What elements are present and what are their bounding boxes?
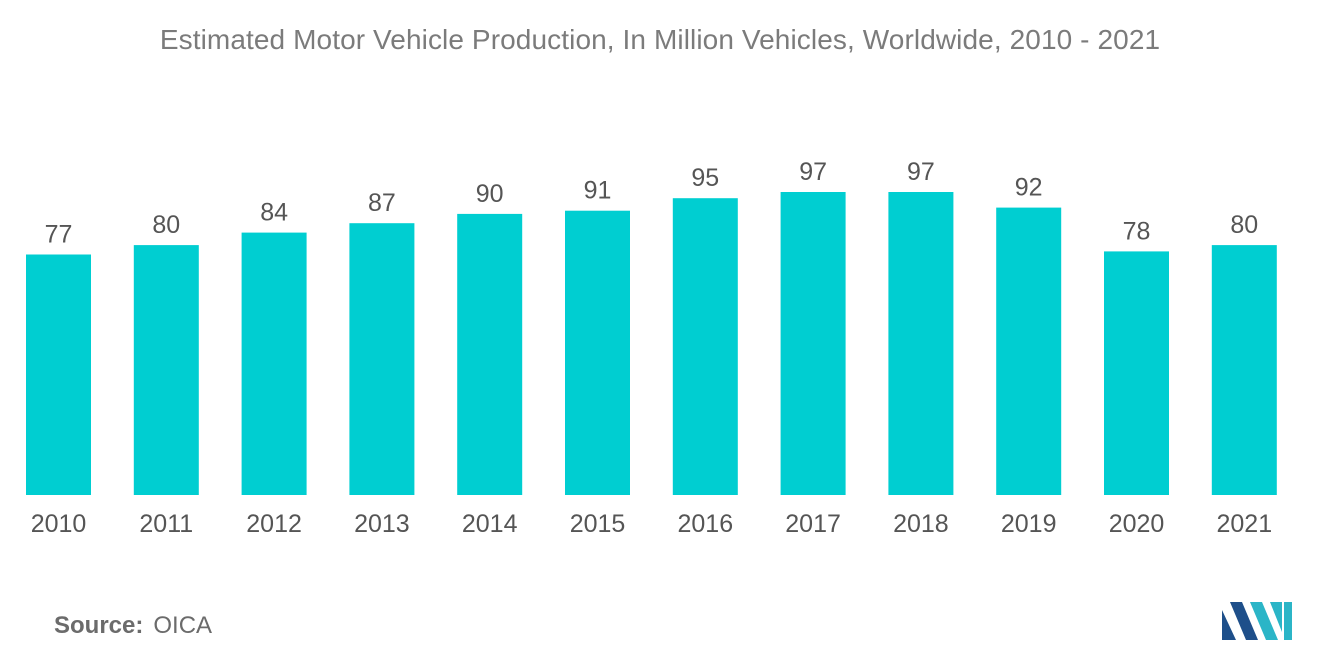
bar-2018: [888, 192, 954, 495]
x-tick-2017: 2017: [785, 510, 841, 538]
value-label-2021: 80: [1230, 211, 1258, 239]
source-label: Source:: [54, 612, 144, 639]
chart-title: Estimated Motor Vehicle Production, In M…: [159, 24, 1161, 55]
value-label-2010: 77: [45, 221, 73, 249]
bar-2014: [457, 213, 523, 495]
x-tick-2014: 2014: [462, 510, 518, 538]
value-label-2012: 84: [260, 199, 288, 227]
x-tick-2016: 2016: [677, 510, 733, 538]
value-label-2016: 95: [691, 164, 719, 192]
bar-2017: [780, 192, 846, 495]
value-label-2014: 90: [476, 180, 504, 208]
value-label-2019: 92: [1015, 174, 1043, 202]
x-tick-2021: 2021: [1216, 510, 1272, 538]
x-tick-2015: 2015: [570, 510, 626, 538]
x-tick-2018: 2018: [893, 510, 949, 538]
bar-2013: [349, 223, 415, 495]
source-value: OICA: [153, 612, 213, 639]
value-label-2017: 97: [799, 158, 827, 186]
x-tick-labels-group: 2010 2011 2012 2013 2014 2015 2016 2017 2018 2019…: [31, 510, 1272, 538]
bar-2021: [1211, 245, 1277, 495]
bar-2010: [26, 254, 91, 495]
x-tick-2020: 2020: [1109, 510, 1165, 538]
source-note: Source: OICA: [54, 612, 212, 640]
x-tick-2012: 2012: [246, 510, 302, 538]
bar-2016: [672, 198, 738, 495]
x-tick-2010: 2010: [31, 510, 87, 538]
value-label-2011: 80: [152, 211, 180, 239]
value-label-2013: 87: [368, 189, 396, 217]
bar-2015: [565, 210, 630, 495]
mordor-intelligence-logo-icon: [1222, 602, 1292, 640]
x-tick-2011: 2011: [139, 510, 193, 538]
bar-2011: [133, 245, 199, 495]
value-label-2020: 78: [1123, 217, 1151, 245]
value-label-2018: 97: [907, 158, 935, 186]
x-tick-2013: 2013: [354, 510, 410, 538]
bar-2019: [996, 207, 1062, 495]
value-labels-group: 77 80 84 87 90 91 95 97 97 92 78 80: [45, 158, 1259, 249]
x-tick-2019: 2019: [1001, 510, 1057, 538]
bars-group: [26, 192, 1277, 495]
bar-2020: [1104, 251, 1169, 495]
value-label-2015: 91: [584, 177, 612, 205]
bar-2012: [241, 232, 307, 495]
